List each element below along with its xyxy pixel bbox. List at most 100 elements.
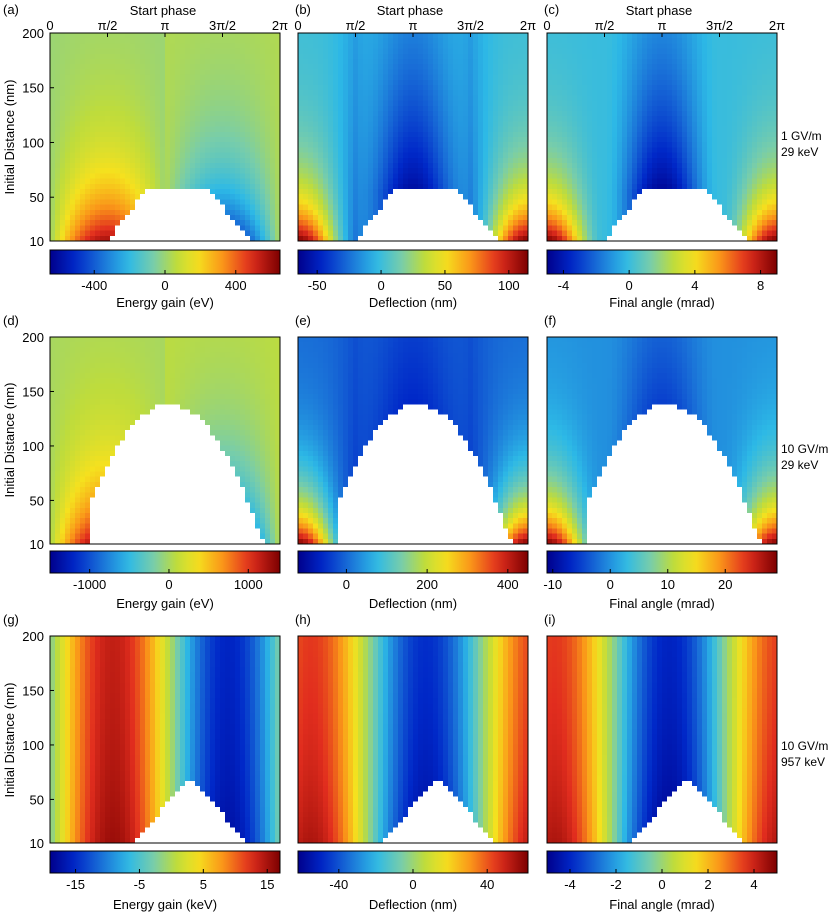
heatmap-cell <box>547 194 553 200</box>
heatmap-cell <box>503 131 509 138</box>
heatmap-cell <box>145 142 151 148</box>
heatmap-cell <box>348 209 354 216</box>
heatmap-cell <box>363 157 369 164</box>
heatmap-cell <box>647 48 653 55</box>
heatmap-cell <box>195 178 201 185</box>
heatmap-cell <box>408 100 414 107</box>
heatmap-cell <box>115 79 121 86</box>
heatmap-cell <box>682 33 688 39</box>
heatmap-cell <box>398 194 404 200</box>
heatmap-cell <box>378 220 384 226</box>
heatmap-cell <box>443 105 449 112</box>
heatmap-cell <box>205 230 211 237</box>
heatmap-cell <box>270 33 276 39</box>
heatmap-cell <box>572 220 578 226</box>
heatmap-cell <box>368 105 374 112</box>
heatmap-cell <box>458 173 464 180</box>
heatmap-cell <box>95 163 101 169</box>
heatmap-cell <box>240 189 246 195</box>
heatmap-cell <box>428 100 434 107</box>
heatmap-cell <box>175 235 181 242</box>
heatmap-cell <box>260 225 266 232</box>
heatmap-cell <box>642 121 648 128</box>
heatmap-cell <box>353 220 359 226</box>
heatmap-cell <box>150 225 156 232</box>
heatmap-cell <box>220 105 226 112</box>
heatmap-cell <box>85 79 91 86</box>
heatmap-cell <box>597 69 603 76</box>
heatmap-cell <box>155 152 161 159</box>
heatmap-cell <box>662 163 668 169</box>
heatmap-cell <box>398 230 404 237</box>
heatmap-cell <box>632 168 638 174</box>
heatmap-cell <box>358 173 364 180</box>
heatmap-cell <box>438 168 444 174</box>
heatmap-cell <box>210 168 216 174</box>
heatmap-cell <box>458 121 464 128</box>
heatmap-cell <box>65 220 71 226</box>
heatmap-cell <box>403 126 409 133</box>
heatmap-cell <box>647 178 653 185</box>
heatmap-cell <box>398 79 404 86</box>
heatmap-cell <box>160 178 166 185</box>
heatmap-cell <box>160 126 166 133</box>
heatmap-cell <box>547 199 553 206</box>
heatmap-cell <box>205 225 211 232</box>
heatmap-cell <box>418 126 424 133</box>
heatmap-cell <box>478 79 484 86</box>
heatmap-cell <box>657 137 663 143</box>
heatmap-cell <box>617 137 623 143</box>
heatmap-cell <box>657 157 663 164</box>
heatmap-cell <box>458 163 464 169</box>
heatmap-cell <box>662 48 668 55</box>
heatmap-cell <box>210 90 216 96</box>
heatmap-cell <box>120 100 126 107</box>
heatmap-cell <box>483 209 489 216</box>
heatmap-cell <box>523 69 529 76</box>
heatmap-cell <box>190 220 196 226</box>
heatmap-cell <box>125 209 131 216</box>
heatmap-cell <box>508 126 514 133</box>
heatmap-cell <box>483 38 489 44</box>
heatmap-cell <box>348 199 354 206</box>
heatmap-cell <box>125 173 131 180</box>
heatmap-cell <box>413 199 419 206</box>
heatmap-cell <box>672 38 678 44</box>
heatmap-cell <box>657 194 663 200</box>
heatmap-cell <box>687 48 693 55</box>
heatmap-cell <box>463 209 469 216</box>
heatmap-cell <box>577 85 583 91</box>
heatmap-cell <box>403 168 409 174</box>
heatmap-cell <box>200 69 206 76</box>
heatmap-cell <box>632 225 638 232</box>
heatmap-cell <box>433 69 439 76</box>
heatmap-cell <box>453 157 459 164</box>
heatmap-cell <box>458 194 464 200</box>
heatmap-cell <box>235 235 241 242</box>
heatmap-cell <box>473 220 479 226</box>
heatmap-cell <box>373 178 379 185</box>
heatmap-cell <box>562 235 568 242</box>
heatmap-cell <box>498 126 504 133</box>
heatmap-cell <box>488 183 494 190</box>
heatmap-cell <box>225 69 231 76</box>
heatmap-cell <box>75 100 81 107</box>
heatmap-cell <box>110 116 116 122</box>
heatmap-cell <box>313 204 319 211</box>
heatmap-cell <box>343 209 349 216</box>
heatmap-cell <box>622 79 628 86</box>
heatmap-cell <box>523 33 529 39</box>
heatmap-cell <box>75 53 81 60</box>
heatmap-cell <box>672 225 678 232</box>
heatmap-cell <box>438 225 444 232</box>
heatmap-cell <box>343 69 349 76</box>
heatmap-cell <box>687 137 693 143</box>
heatmap-cell <box>298 48 304 55</box>
heatmap-cell <box>55 121 61 128</box>
heatmap-cell <box>60 183 66 190</box>
heatmap-cell <box>60 163 66 169</box>
heatmap-cell <box>577 48 583 55</box>
heatmap-cell <box>672 215 678 221</box>
heatmap-cell <box>65 199 71 206</box>
heatmap-cell <box>145 48 151 55</box>
